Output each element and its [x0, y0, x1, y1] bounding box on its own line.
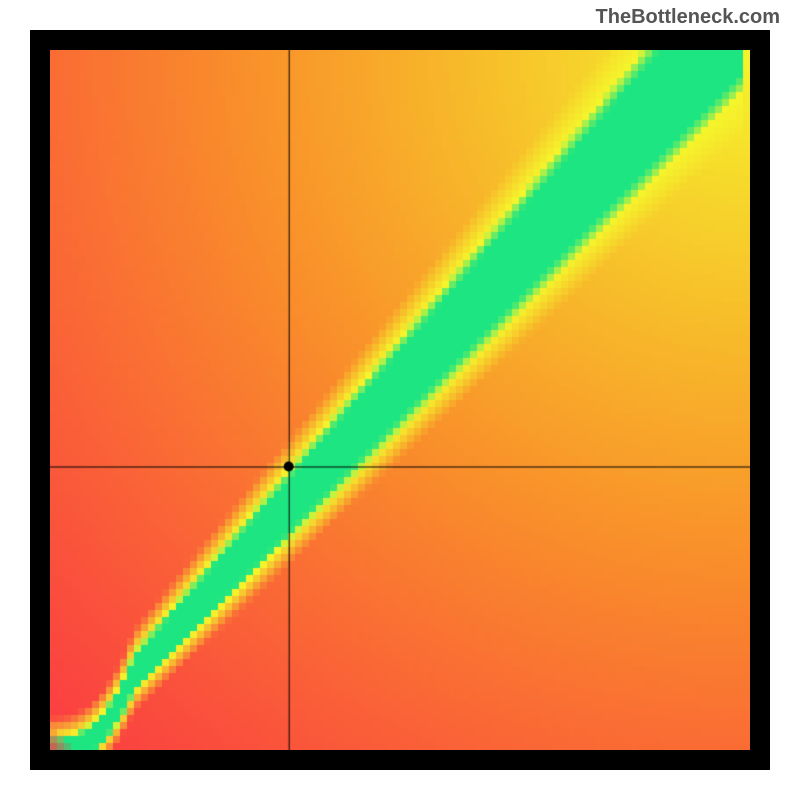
plot-area: [50, 50, 750, 750]
heatmap-canvas: [50, 50, 750, 750]
plot-frame: [30, 30, 770, 770]
watermark-text: TheBottleneck.com: [596, 6, 780, 29]
